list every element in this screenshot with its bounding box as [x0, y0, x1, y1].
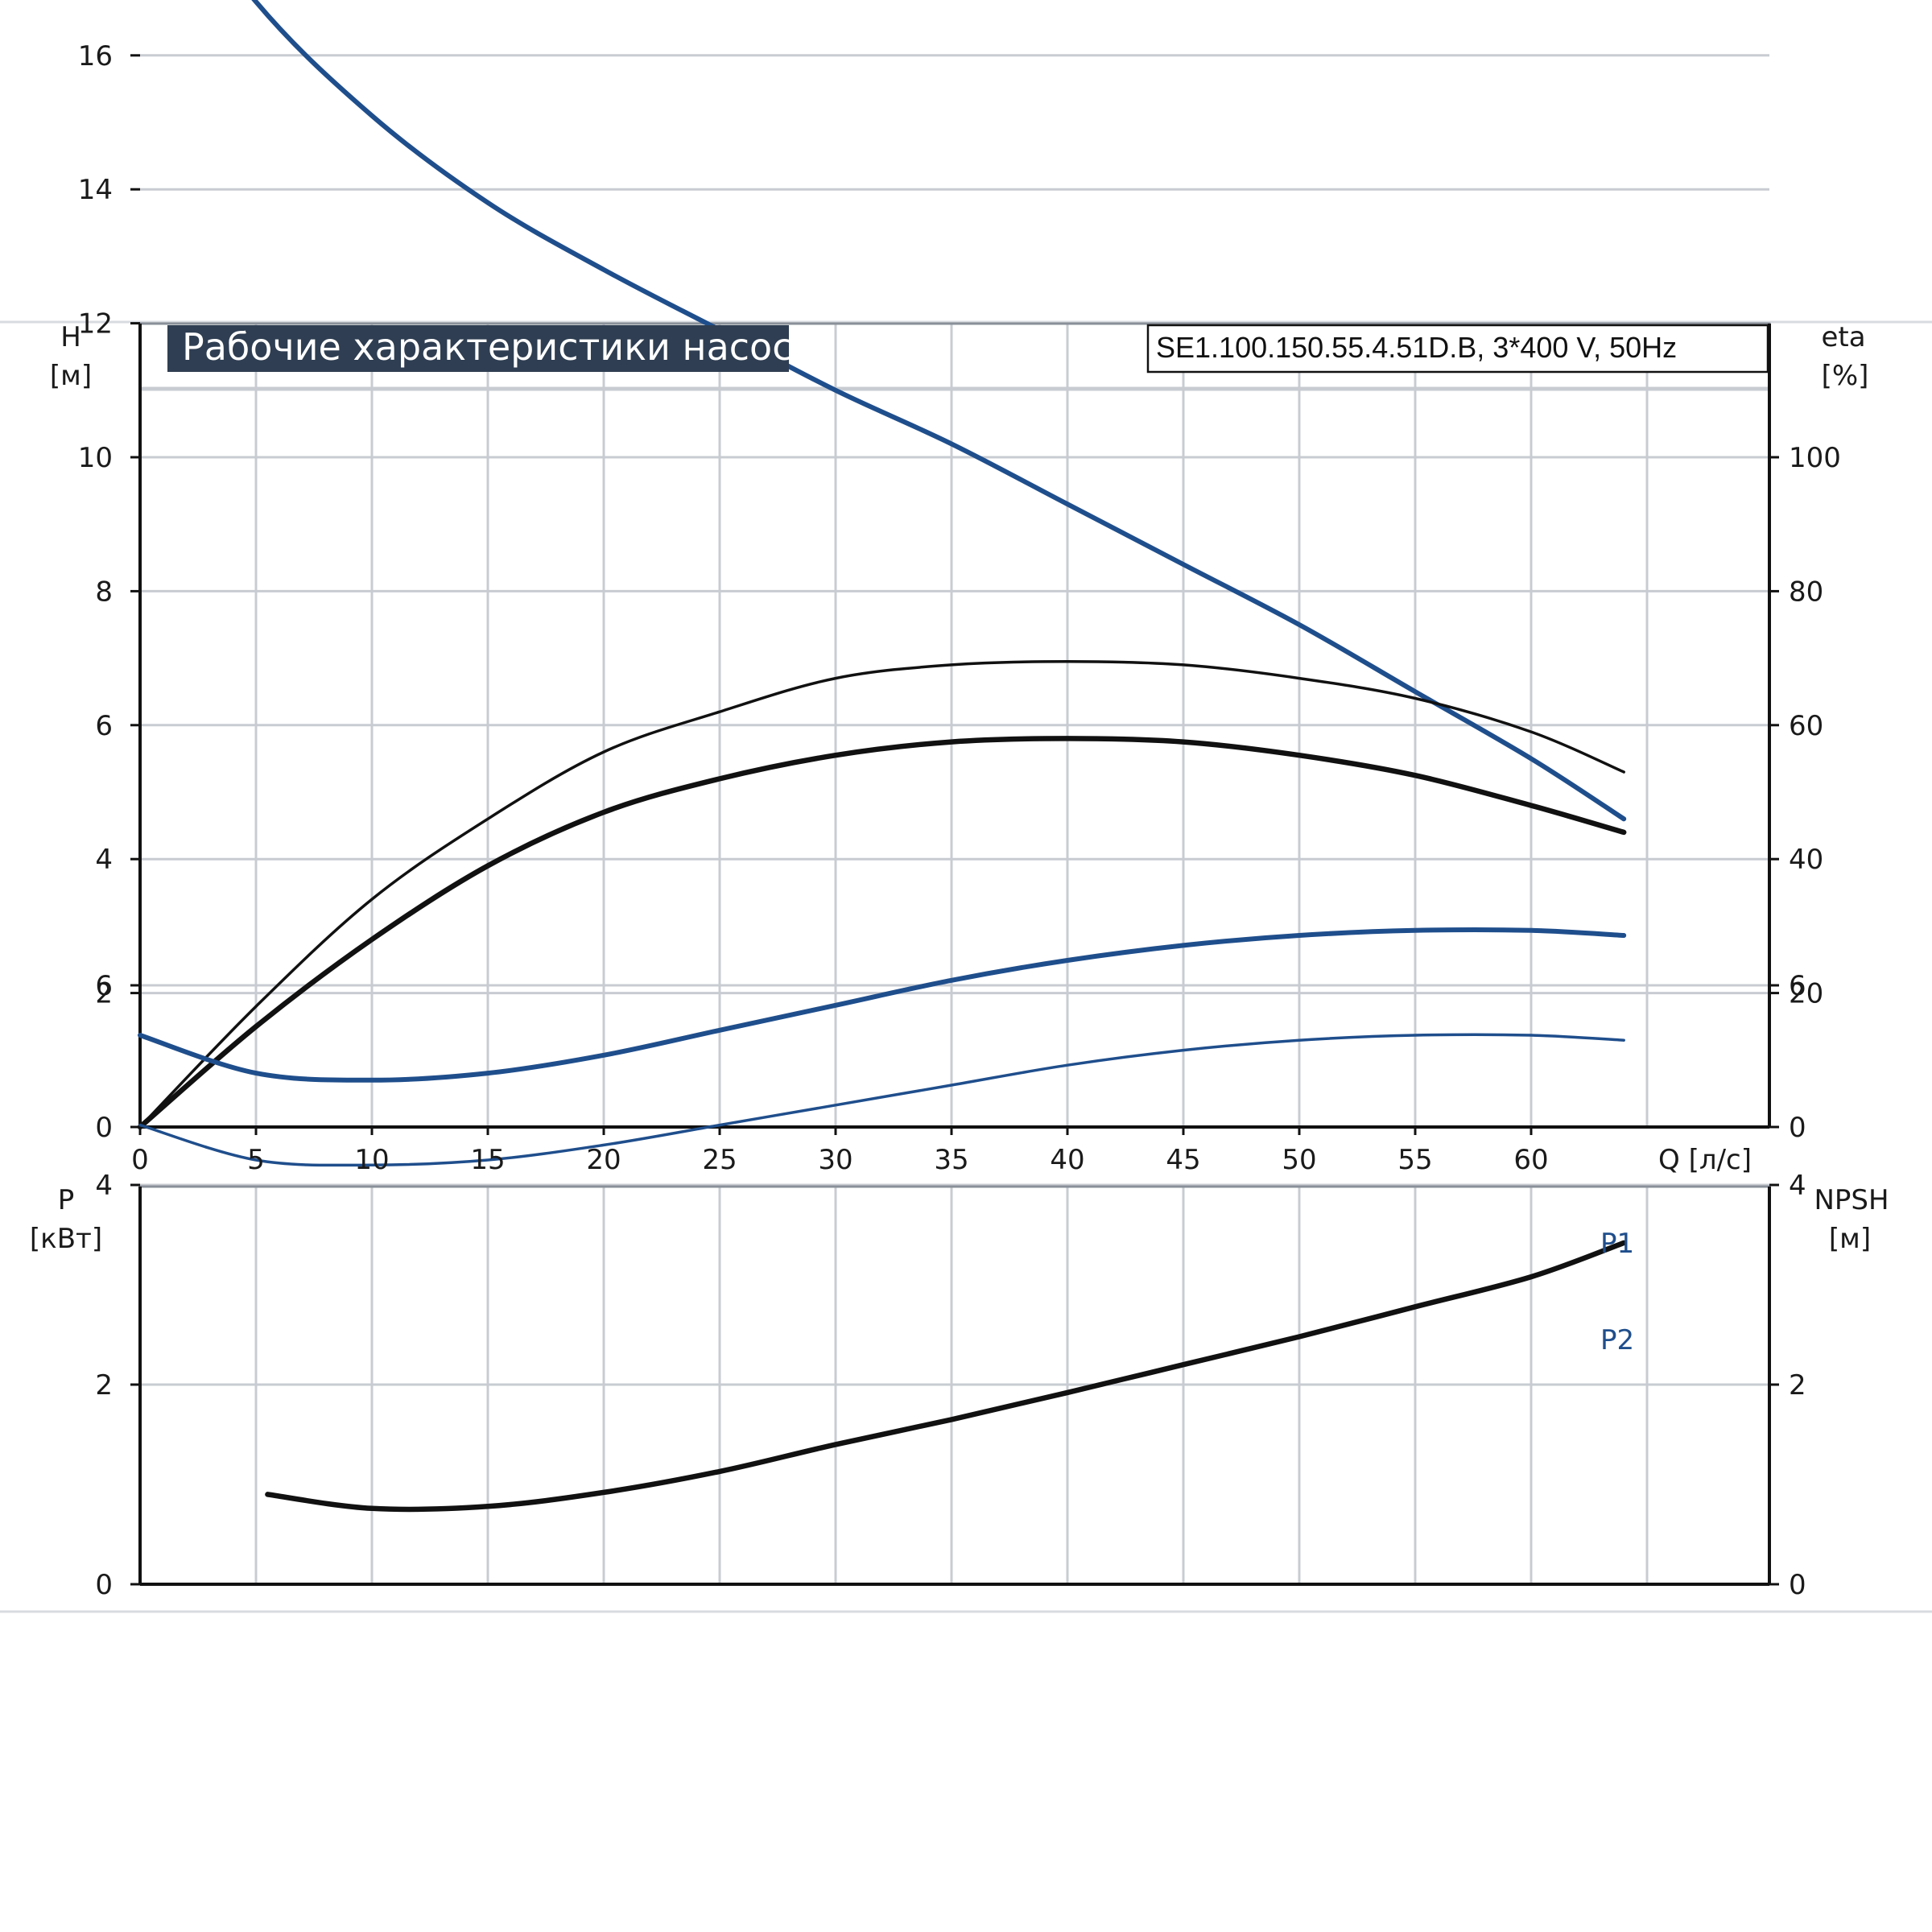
- top-panel-grid: [140, 54, 1769, 1127]
- bottom-npsh-curve: [265, 1240, 1627, 1513]
- bottom-right-tick-label: 6: [1789, 970, 1806, 1002]
- bottom-panel-grid: [140, 984, 1769, 1584]
- x-tick-label: 40: [1050, 1144, 1084, 1176]
- bottom-p1-curve: [138, 927, 1627, 1083]
- top-left-axis-symbol: H: [60, 321, 81, 353]
- top-right-tick-label: 60: [1789, 710, 1823, 742]
- top-left-tick-label: 14: [78, 174, 113, 206]
- top-left-tick-label: 0: [95, 1112, 113, 1144]
- top-left-tick-label: 12: [78, 308, 113, 341]
- x-tick-label: 25: [702, 1144, 737, 1176]
- bottom-p2-curve: [138, 1033, 1625, 1167]
- tick-marks: [130, 54, 1779, 1586]
- top-left-tick-label: 2: [95, 978, 113, 1010]
- bottom-right-tick-label: 4: [1789, 1170, 1806, 1202]
- top-left-tick-label: 6: [95, 710, 113, 742]
- x-axis-label: Q [л/с]: [1658, 1144, 1752, 1176]
- top-right-tick-label: 40: [1789, 844, 1823, 876]
- top-left-tick-label: 10: [78, 442, 113, 474]
- top-right-tick-label: 100: [1789, 442, 1841, 474]
- top-left-tick-label: 16: [78, 40, 113, 72]
- bottom-left-tick-label: 0: [95, 1569, 113, 1601]
- x-tick-label: 15: [470, 1144, 505, 1176]
- x-tick-label: 45: [1166, 1144, 1200, 1176]
- bottom-left-tick-label: 4: [95, 1170, 113, 1202]
- top-h-curve: [251, 0, 1627, 822]
- top-left-tick-label: 4: [95, 844, 113, 876]
- curves: [137, 0, 1627, 1513]
- model-label: SE1.100.150.55.4.51D.B, 3*400 V, 50Hz: [1156, 331, 1677, 364]
- x-tick-label: 30: [818, 1144, 852, 1176]
- bottom-left-tick-label: 2: [95, 1369, 113, 1402]
- x-tick-label: 35: [934, 1144, 968, 1176]
- model-box: [1146, 324, 1769, 374]
- bottom-right-axis-symbol: NPSH: [1814, 1184, 1889, 1216]
- bottom-left-axis-unit: [кВт]: [30, 1223, 102, 1255]
- x-tick-label: 50: [1282, 1144, 1316, 1176]
- bottom-left-tick-label: 6: [95, 970, 113, 1002]
- top-right-tick-label: 20: [1789, 978, 1823, 1010]
- top-eta-hydraulic-curve: [138, 660, 1625, 1129]
- x-tick-label: 60: [1513, 1144, 1548, 1176]
- title-box: [167, 325, 789, 372]
- top-left-tick-label: 8: [95, 576, 113, 608]
- bottom-right-axis-unit: [м]: [1829, 1223, 1871, 1255]
- bottom-right-tick-label: 2: [1789, 1369, 1806, 1402]
- top-right-axis-unit: [%]: [1822, 360, 1869, 392]
- bottom-left-axis-symbol: P: [58, 1184, 75, 1216]
- x-tick-label: 55: [1397, 1144, 1432, 1176]
- x-tick-label: 5: [247, 1144, 265, 1176]
- x-tick-label: 0: [131, 1144, 149, 1176]
- top-left-axis-unit: [м]: [50, 360, 92, 392]
- top-right-axis-symbol: eta: [1821, 321, 1865, 353]
- top-right-tick-label: 0: [1789, 1112, 1806, 1144]
- top-right-tick-label: 80: [1789, 576, 1823, 608]
- p2-curve-label: P2: [1600, 1324, 1634, 1356]
- tick-labels: 0510152025303540455055600246810121416182…: [78, 40, 1841, 1601]
- chart-title: Рабочие характеристики насоса: [182, 325, 815, 369]
- top-eta-total-curve: [137, 736, 1627, 1130]
- x-tick-label: 20: [586, 1144, 621, 1176]
- bottom-right-tick-label: 0: [1789, 1569, 1806, 1601]
- p1-curve-label: P1: [1600, 1228, 1634, 1260]
- x-tick-label: 10: [354, 1144, 389, 1176]
